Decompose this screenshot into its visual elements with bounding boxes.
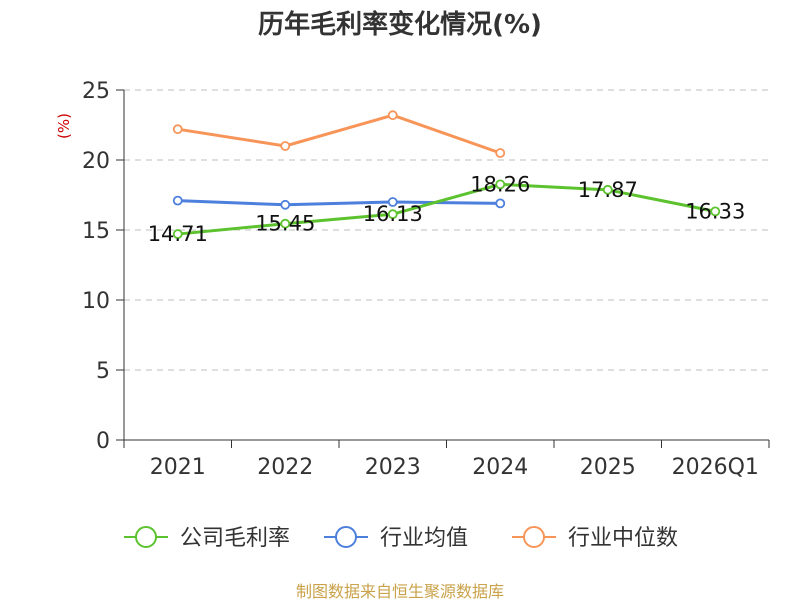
chart-title: 历年毛利率变化情况(%) bbox=[258, 10, 542, 40]
data-point bbox=[280, 141, 291, 151]
grid-lines bbox=[124, 89, 769, 371]
legend-item-2: 行业中位数 bbox=[568, 526, 678, 551]
y-tick-label: 5 bbox=[96, 359, 110, 384]
data-point bbox=[280, 218, 291, 229]
x-tick-label: 2025 bbox=[580, 455, 636, 480]
data-point bbox=[172, 229, 183, 239]
legend: 公司毛利率 行业均值 行业中位数 bbox=[124, 526, 678, 551]
data-point bbox=[172, 124, 183, 135]
series-line-2 bbox=[176, 113, 502, 155]
data-point bbox=[495, 148, 506, 158]
x-tick-label: 2026Q1 bbox=[672, 455, 759, 480]
legend-item-1: 行业均值 bbox=[380, 526, 468, 551]
x-tick-label: 2021 bbox=[150, 455, 206, 480]
y-tick-label: 20 bbox=[82, 149, 110, 174]
data-label: 17.87 bbox=[578, 178, 638, 202]
data-point bbox=[280, 199, 291, 210]
x-tick-label: 2023 bbox=[365, 455, 421, 480]
series bbox=[172, 110, 721, 239]
data-point bbox=[710, 206, 721, 217]
data-label: 14.71 bbox=[148, 222, 208, 246]
x-tick-label: 2024 bbox=[472, 455, 528, 480]
y-tick-label: 0 bbox=[96, 429, 110, 454]
series-line-1 bbox=[176, 199, 502, 207]
series-line-0 bbox=[176, 182, 717, 236]
data-label: 16.13 bbox=[363, 202, 423, 226]
data-point bbox=[387, 197, 398, 207]
legend-marker bbox=[135, 526, 157, 548]
x-tick-label: 2022 bbox=[257, 455, 313, 480]
data-point bbox=[172, 195, 183, 206]
data-point bbox=[495, 198, 506, 209]
legend-marker bbox=[523, 526, 545, 548]
data-point bbox=[387, 110, 398, 121]
data-label: 15.45 bbox=[255, 212, 315, 236]
data-label: 18.26 bbox=[470, 172, 530, 196]
y-axis-label: (%) bbox=[55, 113, 73, 139]
data-labels: 14.71 15.45 16.13 18.26 17.87 16.33 bbox=[148, 172, 746, 246]
y-tick-label: 15 bbox=[82, 219, 110, 244]
footer-source: 制图数据来自恒生聚源数据库 bbox=[295, 582, 504, 601]
data-point bbox=[602, 184, 613, 195]
y-tick-label: 25 bbox=[82, 79, 110, 104]
data-point bbox=[387, 209, 398, 220]
y-tick-label: 10 bbox=[82, 289, 110, 314]
legend-marker bbox=[335, 526, 357, 548]
legend-item-0: 公司毛利率 bbox=[180, 526, 290, 551]
data-label: 16.33 bbox=[685, 199, 745, 223]
data-point bbox=[495, 179, 506, 190]
